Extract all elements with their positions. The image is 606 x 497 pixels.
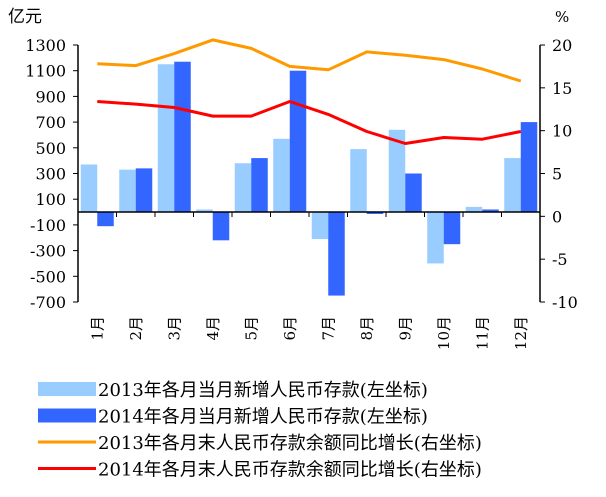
- bars-2013-series: [80, 64, 521, 264]
- line-2014-growth: [97, 100, 522, 145]
- bar-2013-8: [350, 149, 367, 213]
- category-label: 4月: [204, 316, 222, 341]
- right-tick-label: 10: [552, 122, 572, 141]
- legend-swatch-2013-bar: [38, 382, 96, 396]
- right-tick-label: 20: [552, 36, 572, 55]
- bar-2013-4: [196, 209, 213, 213]
- left-tick-label: 900: [35, 87, 66, 106]
- bar-2014-8: [366, 212, 384, 214]
- right-tick-label: 0: [552, 207, 562, 226]
- legend: 2013年各月当月新增人民币存款(左坐标) 2014年各月当月新增人民币存款(左坐…: [38, 380, 482, 481]
- legend-label-2014-bar: 2014年各月当月新增人民币存款(左坐标): [98, 407, 428, 428]
- left-tick-label: -100: [30, 216, 66, 235]
- category-label: 9月: [396, 316, 414, 341]
- bar-2013-9: [388, 129, 406, 213]
- category-label: 6月: [281, 316, 299, 341]
- category-label: 10月: [435, 316, 453, 350]
- left-tick-label: 1300: [25, 36, 66, 55]
- category-label: 5月: [242, 316, 260, 341]
- legend-label-2013-line: 2013年各月末人民币存款余额同比增长(右坐标): [98, 433, 482, 454]
- bar-2013-2: [119, 169, 136, 213]
- line-series: [97, 38, 522, 145]
- bar-2013-12: [504, 158, 521, 213]
- bar-2013-7: [311, 212, 329, 240]
- left-tick-label: 500: [35, 139, 66, 158]
- tick-labels: 13001100900700500300100-100-300-500-7002…: [25, 36, 577, 350]
- bar-2014-3: [174, 61, 191, 213]
- left-tick-label: -300: [30, 242, 66, 261]
- left-tick-label: 300: [35, 165, 66, 184]
- bar-2013-3: [157, 64, 175, 213]
- bar-2014-2: [135, 168, 153, 213]
- legend-label-2014-line: 2014年各月末人民币存款余额同比增长(右坐标): [98, 460, 482, 481]
- bar-2014-11: [482, 209, 499, 213]
- right-tick-label: 5: [552, 165, 562, 184]
- bar-2013-6: [273, 138, 290, 213]
- left-tick-label: 100: [35, 190, 66, 209]
- bar-2014-6: [289, 70, 307, 213]
- bar-2013-1: [80, 164, 98, 213]
- bar-2014-10: [443, 212, 461, 245]
- bar-2014-12: [520, 122, 538, 213]
- bar-2014-5: [251, 158, 268, 213]
- right-axis-unit: %: [555, 8, 569, 26]
- bar-2013-11: [465, 206, 483, 213]
- axes: [73, 44, 545, 303]
- left-tick-label: -700: [30, 293, 66, 312]
- category-label: 7月: [319, 316, 337, 341]
- bar-2014-9: [405, 173, 422, 213]
- bar-2014-7: [328, 212, 345, 296]
- category-label: 1月: [88, 316, 106, 341]
- left-tick-label: 1100: [25, 62, 66, 81]
- line-2013-growth: [97, 38, 522, 83]
- left-tick-label: 700: [35, 113, 66, 132]
- legend-swatch-2014-bar: [38, 408, 96, 423]
- category-label: 2月: [127, 316, 145, 341]
- left-tick-label: -500: [30, 267, 66, 286]
- category-label: 8月: [358, 316, 376, 341]
- bar-2014-4: [212, 212, 230, 241]
- bar-2013-10: [427, 212, 444, 264]
- bar-2013-5: [234, 163, 252, 213]
- category-label: 11月: [473, 316, 491, 350]
- category-label: 3月: [165, 316, 183, 341]
- left-axis-unit: 亿元: [8, 7, 42, 27]
- right-tick-label: 15: [552, 79, 572, 98]
- bar-2014-1: [97, 212, 114, 227]
- right-tick-label: -10: [552, 293, 578, 312]
- category-label: 12月: [512, 316, 530, 350]
- legend-label-2013-bar: 2013年各月当月新增人民币存款(左坐标): [98, 380, 428, 401]
- right-tick-label: -5: [552, 250, 568, 269]
